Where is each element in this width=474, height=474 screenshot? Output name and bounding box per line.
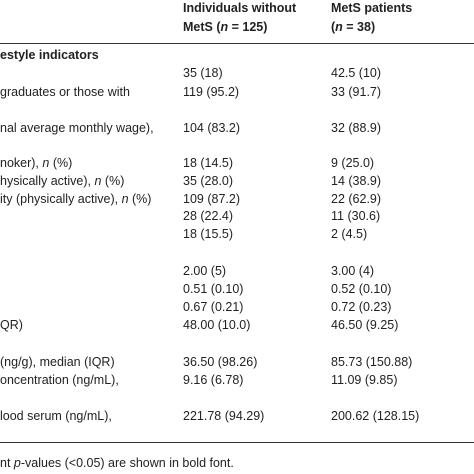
cell: 22 (62.9) (331, 192, 382, 206)
cell: 109 (87.2) (183, 192, 240, 206)
row-label: (ng/g), median (IQR) (0, 355, 115, 369)
cell: 42.5 (10) (331, 66, 382, 80)
column-header: Individuals without (183, 1, 297, 15)
cell: 18 (15.5) (183, 227, 234, 241)
cell: 85.73 (150.88) (331, 355, 413, 369)
cell: 35 (28.0) (183, 174, 234, 188)
cell: 18 (14.5) (183, 156, 234, 170)
cell: 2 (4.5) (331, 227, 368, 241)
row-label: lood serum (ng/mL), (0, 409, 112, 423)
cell: 48.00 (10.0) (183, 318, 251, 332)
column-header: MetS patients (331, 1, 413, 15)
column-header: MetS (n = 125) (183, 20, 268, 34)
row-label: nal average monthly wage), (0, 121, 154, 135)
cell: 14 (38.9) (331, 174, 382, 188)
cell: 0.52 (0.10) (331, 282, 392, 296)
cell: 104 (83.2) (183, 121, 240, 135)
cell: 3.00 (4) (331, 264, 375, 278)
header-rule (0, 43, 474, 44)
cell: 9 (25.0) (331, 156, 375, 170)
column-header: (n = 38) (331, 20, 376, 34)
cell: 9.16 (6.78) (183, 373, 244, 387)
cell: 200.62 (128.15) (331, 409, 420, 423)
cell: 28 (22.4) (183, 209, 234, 223)
row-label: ity (physically active), n (%) (0, 192, 152, 206)
cell: 33 (91.7) (331, 85, 382, 99)
cell: 119 (95.2) (183, 85, 240, 99)
cell: 0.72 (0.23) (331, 300, 392, 314)
cell: 0.51 (0.10) (183, 282, 244, 296)
row-label: noker), n (%) (0, 156, 73, 170)
bottom-rule (0, 442, 474, 443)
row-label: hysically active), n (%) (0, 174, 125, 188)
cell: 221.78 (94.29) (183, 409, 265, 423)
cell: 35 (18) (183, 66, 223, 80)
footnote: nt p-values (<0.05) are shown in bold fo… (0, 456, 234, 470)
cell: 11 (30.6) (331, 209, 381, 223)
row-label: graduates or those with (0, 85, 130, 99)
section-title: estyle indicators (0, 48, 99, 62)
cell: 2.00 (5) (183, 264, 227, 278)
cell: 11.09 (9.85) (331, 373, 398, 387)
cell: 46.50 (9.25) (331, 318, 399, 332)
cell: 0.67 (0.21) (183, 300, 244, 314)
cell: 36.50 (98.26) (183, 355, 258, 369)
row-label: QR) (0, 318, 23, 332)
cell: 32 (88.9) (331, 121, 382, 135)
row-label: oncentration (ng/mL), (0, 373, 119, 387)
